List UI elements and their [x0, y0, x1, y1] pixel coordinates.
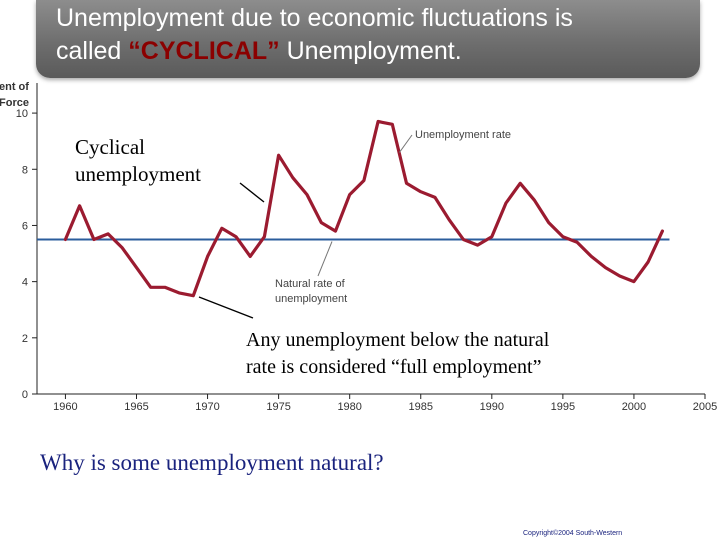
series-layer: [37, 119, 670, 298]
natural-rate-annotation-line-2: unemployment: [275, 293, 347, 305]
y-tick-label: 6: [22, 220, 28, 232]
unemployment-rate-leader: [399, 134, 413, 153]
x-tick-label: 1965: [124, 401, 148, 413]
cyclical-label-line-1: Cyclical: [75, 135, 145, 159]
full-employment-note: Any unemployment below the natural rate …: [246, 327, 686, 381]
title-line-1: Unemployment due to economic fluctuation…: [56, 4, 573, 32]
x-tick-label: 1960: [53, 401, 77, 413]
unemployment-rate-line: [63, 119, 665, 298]
y-tick-label: 0: [22, 389, 28, 401]
title-line-2-suffix: Unemployment.: [279, 37, 462, 65]
unemployment-rate-annotation: Unemployment rate: [415, 129, 511, 141]
annotation-layer: Unemployment rate Natural rate of unemploy…: [198, 129, 511, 319]
natural-rate-leader: [317, 241, 333, 277]
natural-rate-annotation-line-1: Natural rate of: [275, 278, 346, 290]
title-banner: Unemployment due to economic fluctuation…: [36, 0, 700, 78]
unemployment-chart: 0 2 4 6 8 10 1960 1965 1970 1975 1980 1985 1990 1995 2…: [0, 81, 717, 413]
title-line-2-prefix: called: [56, 37, 129, 65]
x-tick-label: 1985: [409, 401, 433, 413]
full-employment-line-2: rate is considered “full employment”: [246, 356, 542, 378]
x-tick-label: 1970: [195, 401, 219, 413]
question-text: Why is some unemployment natural?: [40, 450, 384, 475]
full-employment-pointer: [198, 296, 254, 319]
full-employment-line-1: Any unemployment below the natural: [246, 329, 550, 351]
slide-title: Unemployment due to economic fluctuation…: [56, 2, 686, 68]
x-tick-label: 2005: [693, 401, 717, 413]
cyclical-pointer: [239, 182, 265, 203]
chart-area: 0 2 4 6 8 10 1960 1965 1970 1975 1980 1985 1990 1995 2…: [0, 78, 720, 418]
x-tick-label: 1980: [337, 401, 361, 413]
cyclical-unemployment-label: Cyclical unemployment: [75, 134, 245, 188]
y-tick-label: 10: [16, 108, 28, 120]
y-tick-label: 4: [22, 277, 28, 289]
y-tick-label: 8: [22, 164, 28, 176]
x-tick-label: 1995: [551, 401, 575, 413]
y-axis-label: ent of: [0, 81, 29, 93]
x-tick-label: 1975: [266, 401, 290, 413]
title-highlight: “CYCLICAL”: [128, 37, 280, 65]
copyright-text: Copyright©2004 South-Western: [523, 530, 623, 537]
x-tick-label: 2000: [622, 401, 646, 413]
x-tick-label: 1990: [480, 401, 504, 413]
y-tick-label: 2: [22, 333, 28, 345]
cyclical-label-line-2: unemployment: [75, 162, 201, 186]
y-axis-label: Force: [0, 97, 29, 109]
